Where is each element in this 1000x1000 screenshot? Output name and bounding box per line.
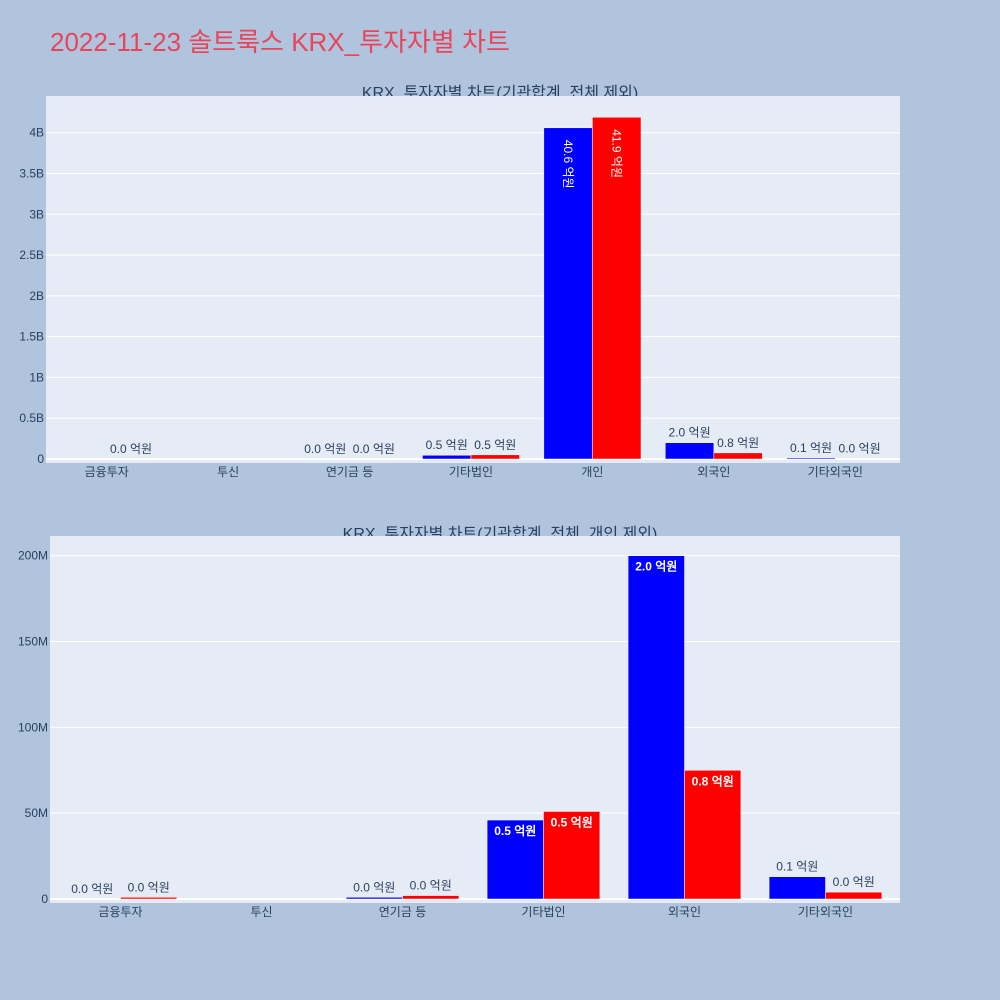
x-tick-label: 기타법인 (449, 465, 493, 479)
bar (543, 127, 593, 460)
data-label: 40.6 억원 (561, 140, 575, 189)
x-tick-label: 투신 (217, 465, 239, 479)
bar (422, 454, 472, 460)
bar (768, 876, 826, 900)
data-label: 0.0 억원 (71, 882, 113, 896)
data-label: 0.8 억원 (692, 774, 734, 788)
plot-area-1 (46, 96, 900, 463)
plot-area-2 (50, 536, 900, 903)
data-label: 0.0 억원 (410, 879, 452, 893)
bar (592, 116, 642, 460)
x-tick-label: 연기금 등 (379, 905, 427, 919)
data-label: 0.0 억원 (128, 880, 170, 894)
page-title: 2022-11-23 솔트룩스 KRX_투자자별 차트 (50, 27, 510, 57)
data-label: 2.0 억원 (669, 426, 711, 440)
bar (543, 811, 601, 900)
x-tick-label: 투신 (250, 905, 272, 919)
bar (786, 457, 836, 460)
x-tick-label: 외국인 (668, 905, 701, 919)
y-tick-label: 2.5B (19, 248, 44, 262)
data-label: 0.5 억원 (474, 438, 516, 452)
bar (665, 442, 715, 460)
data-label: 0.5 억원 (551, 815, 593, 829)
data-label: 0.0 억원 (110, 442, 152, 456)
bar (825, 891, 883, 900)
y-tick-label: 0 (41, 892, 48, 906)
x-tick-label: 연기금 등 (326, 465, 374, 479)
bar (402, 895, 460, 900)
bar (713, 452, 763, 460)
data-label: 41.9 억원 (610, 129, 624, 178)
x-tick-label: 금융투자 (98, 905, 142, 919)
y-tick-label: 3B (29, 207, 44, 221)
y-tick-label: 150M (18, 635, 48, 649)
data-label: 0.1 억원 (776, 860, 818, 874)
x-tick-label: 외국인 (697, 465, 730, 479)
y-tick-label: 100M (18, 720, 48, 734)
data-label: 0.0 억원 (353, 880, 395, 894)
y-tick-label: 0.5B (19, 411, 44, 425)
x-tick-label: 기타외국인 (798, 905, 853, 919)
y-tick-label: 0 (37, 452, 44, 466)
data-label: 0.1 억원 (790, 441, 832, 455)
data-label: 0.8 억원 (717, 436, 759, 450)
y-tick-label: 4B (29, 126, 44, 140)
y-tick-label: 50M (25, 806, 48, 820)
bar (627, 555, 685, 900)
data-label: 0.5 억원 (426, 438, 468, 452)
x-tick-label: 기타외국인 (808, 465, 863, 479)
y-tick-label: 3.5B (19, 166, 44, 180)
data-label: 0.0 억원 (304, 442, 346, 456)
bar (684, 770, 742, 900)
bar (120, 897, 178, 900)
y-tick-label: 1.5B (19, 330, 44, 344)
x-tick-label: 금융투자 (85, 465, 129, 479)
bar (345, 897, 403, 900)
y-tick-label: 2B (29, 289, 44, 303)
x-tick-label: 개인 (581, 465, 603, 479)
data-label: 0.0 억원 (353, 442, 395, 456)
bar (470, 454, 520, 460)
bar (486, 819, 544, 900)
data-label: 0.0 억원 (833, 875, 875, 889)
y-tick-label: 200M (18, 549, 48, 563)
data-label: 2.0 억원 (635, 560, 677, 574)
x-tick-label: 기타법인 (521, 905, 565, 919)
data-label: 0.5 억원 (494, 824, 536, 838)
data-label: 0.0 억원 (839, 442, 881, 456)
y-tick-label: 1B (29, 370, 44, 384)
